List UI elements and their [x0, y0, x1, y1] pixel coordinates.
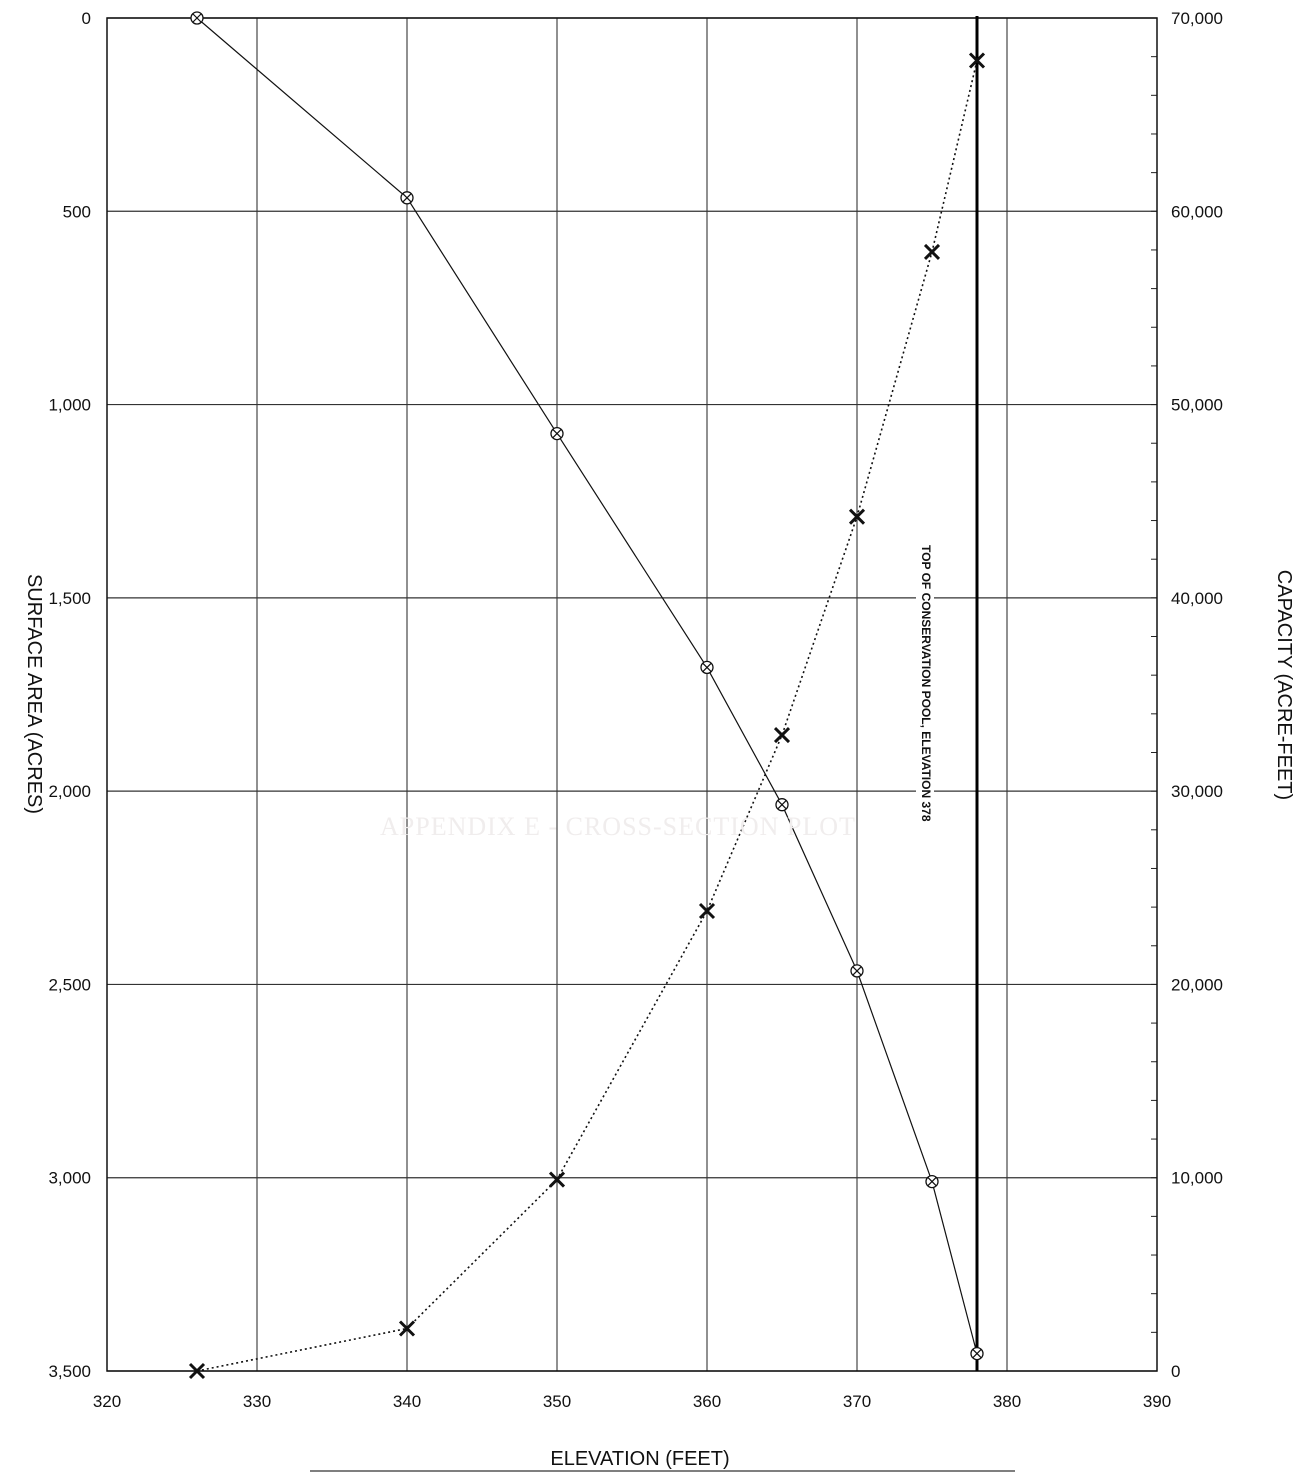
x-tick-label: 330	[243, 1392, 271, 1411]
x-tick-label: 390	[1143, 1392, 1171, 1411]
y-right-tick-label: 70,000	[1171, 9, 1223, 28]
marker-cross-b	[927, 1177, 937, 1187]
data-point-right	[773, 727, 791, 744]
data-point-right	[848, 508, 866, 525]
data-point-right	[548, 1171, 566, 1188]
marker-cross-b	[972, 1349, 982, 1359]
marker-x-b	[398, 1320, 416, 1337]
y-left-tick-label: 1,000	[48, 396, 91, 415]
y-left-axis-title: SURFACE AREA (ACRES)	[23, 574, 45, 814]
data-point-right	[398, 1320, 416, 1337]
data-point-left	[550, 426, 564, 441]
y-right-tick-label: 0	[1171, 1362, 1180, 1381]
marker-cross-b	[552, 429, 562, 439]
marker-x-b	[698, 902, 716, 920]
x-tick-label: 370	[843, 1392, 871, 1411]
data-point-left	[850, 964, 864, 978]
marker-x-b	[848, 508, 866, 525]
data-point-left	[700, 660, 714, 675]
y-left-tick-label: 3,500	[48, 1362, 91, 1381]
data-point-right	[968, 52, 986, 69]
y-right-tick-label: 50,000	[1171, 396, 1223, 415]
y-right-axis-title: CAPACITY (ACRE-FEET)	[1273, 570, 1295, 800]
data-point-right	[698, 902, 716, 920]
marker-x-b	[923, 243, 941, 260]
data-point-left	[970, 1346, 984, 1361]
reference-label: TOP OF CONSERVATION POOL, ELEVATION 378	[919, 545, 933, 822]
y-left-tick-label: 1,500	[48, 589, 91, 608]
marker-x-b	[773, 727, 791, 744]
data-point-right	[188, 1362, 206, 1380]
marker-x-b	[968, 52, 986, 69]
marker-x-b	[188, 1362, 206, 1380]
x-tick-label: 350	[543, 1392, 571, 1411]
series-line-right	[196, 60, 978, 1372]
marker-cross-b	[192, 13, 202, 23]
x-tick-label: 340	[393, 1392, 421, 1411]
y-right-tick-label: 40,000	[1171, 589, 1223, 608]
x-tick-label: 360	[693, 1392, 721, 1411]
y-right-tick-label: 20,000	[1171, 975, 1223, 994]
marker-cross-b	[702, 662, 712, 672]
marker-cross-b	[852, 966, 862, 976]
y-right-tick-label: 60,000	[1171, 202, 1223, 221]
marker-x-b	[548, 1171, 566, 1188]
data-point-left	[190, 11, 204, 25]
y-left-tick-label: 0	[82, 9, 91, 28]
data-point-left	[400, 191, 414, 205]
y-left-tick-label: 2,000	[48, 782, 91, 801]
ghost-background-text: APPENDIX E - CROSS-SECTION PLOT	[380, 812, 856, 841]
y-left-tick-label: 3,000	[48, 1169, 91, 1188]
y-right-tick-label: 30,000	[1171, 782, 1223, 801]
y-right-tick-label: 10,000	[1171, 1169, 1223, 1188]
reference-label-bg	[916, 539, 934, 914]
x-tick-label: 380	[993, 1392, 1021, 1411]
y-left-tick-label: 500	[63, 202, 91, 221]
series-line-left	[196, 17, 978, 1354]
x-axis-title: ELEVATION (FEET)	[550, 1448, 729, 1470]
marker-cross-b	[777, 800, 787, 810]
y-left-tick-label: 2,500	[48, 975, 91, 994]
data-point-left	[775, 798, 789, 812]
data-point-right	[923, 243, 941, 260]
plot-frame	[106, 17, 1158, 1372]
data-point-left	[925, 1174, 939, 1189]
x-tick-label: 320	[93, 1392, 121, 1411]
marker-cross-b	[402, 193, 412, 203]
